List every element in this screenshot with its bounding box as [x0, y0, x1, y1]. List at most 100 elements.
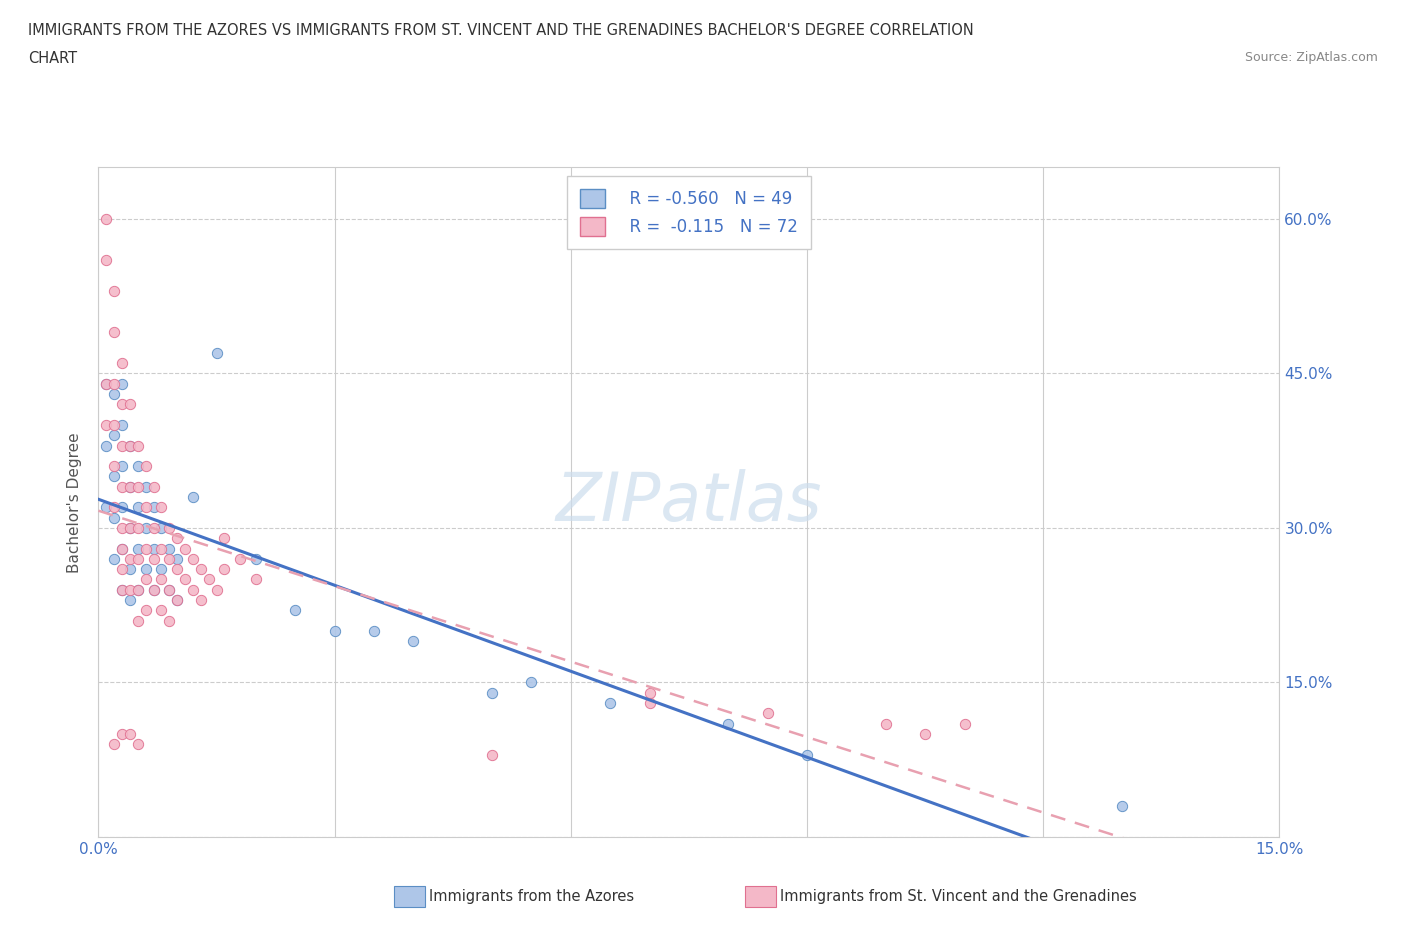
Point: [142, 479, 165, 494]
Point: [127, 521, 149, 536]
Point: [214, 531, 236, 546]
Point: [118, 562, 141, 577]
Point: [103, 325, 125, 339]
Point: [103, 737, 125, 751]
Point: [135, 603, 157, 618]
Point: [127, 551, 149, 566]
Point: [96, 377, 118, 392]
Point: [181, 551, 204, 566]
Point: [118, 438, 141, 453]
Point: [127, 500, 149, 515]
Text: CHART: CHART: [28, 51, 77, 66]
Point: [150, 500, 173, 515]
Point: [103, 428, 125, 443]
Point: [127, 479, 149, 494]
Point: [157, 582, 180, 597]
Point: [402, 634, 425, 649]
Point: [111, 582, 134, 597]
Point: [118, 521, 141, 536]
Point: [118, 479, 141, 494]
Point: [323, 623, 346, 638]
Point: [157, 613, 180, 628]
Point: [103, 458, 125, 473]
Point: [174, 541, 197, 556]
Point: [142, 551, 165, 566]
Point: [127, 613, 149, 628]
Point: [96, 418, 118, 432]
Point: [111, 377, 134, 392]
Point: [127, 582, 149, 597]
Point: [197, 572, 219, 587]
Point: [953, 716, 976, 731]
Point: [111, 521, 134, 536]
Point: [135, 500, 157, 515]
Point: [157, 551, 180, 566]
Point: [166, 592, 188, 607]
Point: [284, 603, 307, 618]
Point: [118, 551, 141, 566]
Point: [205, 582, 228, 597]
Point: [142, 521, 165, 536]
Text: Immigrants from the Azores: Immigrants from the Azores: [429, 889, 634, 904]
Point: [205, 345, 228, 360]
Point: [638, 685, 661, 700]
Point: [135, 572, 157, 587]
Point: [135, 479, 157, 494]
Point: [875, 716, 897, 731]
Point: [638, 696, 661, 711]
Point: [142, 541, 165, 556]
Point: [520, 675, 543, 690]
Legend:   R = -0.560   N = 49,   R =  -0.115   N = 72: R = -0.560 N = 49, R = -0.115 N = 72: [567, 176, 811, 249]
Text: Source: ZipAtlas.com: Source: ZipAtlas.com: [1244, 51, 1378, 64]
Point: [103, 469, 125, 484]
Point: [229, 551, 252, 566]
Y-axis label: Bachelor's Degree: Bachelor's Degree: [67, 432, 83, 573]
Point: [1111, 799, 1133, 814]
Point: [150, 603, 173, 618]
Point: [103, 284, 125, 299]
Point: [756, 706, 779, 721]
Point: [96, 211, 118, 226]
Point: [150, 521, 173, 536]
Text: ZIPatlas: ZIPatlas: [555, 470, 823, 535]
Point: [150, 562, 173, 577]
Point: [118, 438, 141, 453]
Point: [118, 726, 141, 741]
Point: [214, 562, 236, 577]
Point: [150, 541, 173, 556]
Point: [245, 551, 267, 566]
Point: [166, 562, 188, 577]
Point: [135, 541, 157, 556]
Point: [166, 531, 188, 546]
Point: [111, 562, 134, 577]
Text: Immigrants from St. Vincent and the Grenadines: Immigrants from St. Vincent and the Gren…: [780, 889, 1137, 904]
Point: [111, 726, 134, 741]
Point: [135, 458, 157, 473]
Point: [127, 458, 149, 473]
Point: [127, 438, 149, 453]
Point: [363, 623, 385, 638]
Point: [118, 397, 141, 412]
Point: [481, 685, 503, 700]
Point: [111, 582, 134, 597]
Point: [103, 500, 125, 515]
Point: [103, 377, 125, 392]
Point: [245, 572, 267, 587]
Point: [111, 438, 134, 453]
Point: [190, 592, 212, 607]
Point: [96, 500, 118, 515]
Point: [111, 397, 134, 412]
Point: [111, 541, 134, 556]
Point: [103, 551, 125, 566]
Point: [127, 541, 149, 556]
Point: [166, 551, 188, 566]
Point: [599, 696, 621, 711]
Point: [135, 521, 157, 536]
Point: [127, 737, 149, 751]
Point: [157, 541, 180, 556]
Point: [174, 572, 197, 587]
Point: [118, 592, 141, 607]
Point: [111, 479, 134, 494]
Point: [111, 541, 134, 556]
Point: [181, 489, 204, 504]
